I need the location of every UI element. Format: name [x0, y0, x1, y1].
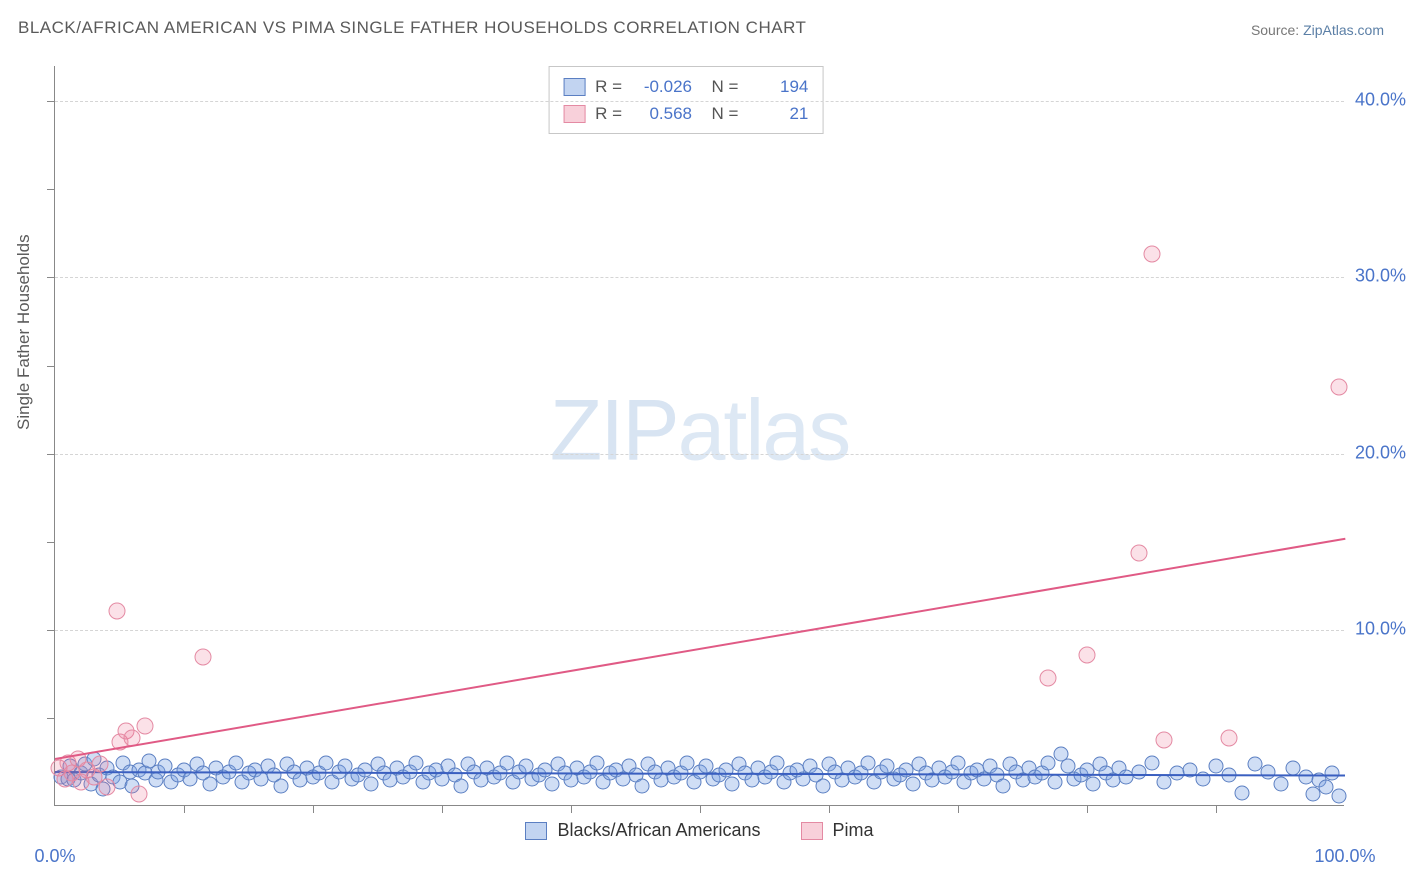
x-tick-label: 100.0%: [1314, 846, 1375, 867]
stat-n-value: 194: [748, 73, 808, 100]
scatter-point: [195, 649, 212, 666]
legend-label: Pima: [833, 820, 874, 841]
scatter-point: [905, 776, 920, 791]
y-tick: [47, 189, 55, 190]
swatch-icon: [563, 78, 585, 96]
scatter-point: [228, 755, 243, 770]
scatter-point: [454, 778, 469, 793]
y-tick: [47, 101, 55, 102]
gridline: [55, 630, 1344, 631]
scatter-point: [108, 603, 125, 620]
scatter-point: [589, 755, 604, 770]
y-axis-title: Single Father Households: [14, 234, 34, 430]
scatter-point: [98, 779, 115, 796]
scatter-point: [1047, 775, 1062, 790]
stats-row-pink: R = 0.568 N = 21: [563, 100, 808, 127]
scatter-point: [1143, 245, 1160, 262]
scatter-point: [634, 778, 649, 793]
stat-r-value: 0.568: [632, 100, 692, 127]
stat-n-value: 21: [748, 100, 808, 127]
legend-item: Pima: [801, 820, 874, 841]
source-attribution: Source: ZipAtlas.com: [1251, 22, 1384, 38]
x-tick-label: 0.0%: [34, 846, 75, 867]
scatter-point: [1041, 755, 1056, 770]
stat-label-r: R =: [595, 100, 622, 127]
scatter-point: [1220, 730, 1237, 747]
swatch-icon: [801, 822, 823, 840]
stat-r-value: -0.026: [632, 73, 692, 100]
gridline: [55, 277, 1344, 278]
x-tick: [313, 805, 314, 813]
scatter-point: [996, 778, 1011, 793]
scatter-point: [1131, 764, 1146, 779]
plot-area: ZIPatlas R = -0.026 N = 194 R = 0.568 N …: [54, 66, 1344, 806]
correlation-stats-box: R = -0.026 N = 194 R = 0.568 N = 21: [548, 66, 823, 134]
watermark-bold: ZIP: [550, 382, 678, 478]
bottom-legend: Blacks/African Americans Pima: [55, 820, 1344, 841]
legend-label: Blacks/African Americans: [557, 820, 760, 841]
stat-label-r: R =: [595, 73, 622, 100]
scatter-point: [1086, 776, 1101, 791]
y-tick-label: 40.0%: [1355, 90, 1406, 111]
scatter-point: [409, 755, 424, 770]
gridline: [55, 101, 1344, 102]
swatch-icon: [525, 822, 547, 840]
x-tick: [1087, 805, 1088, 813]
x-tick: [571, 805, 572, 813]
scatter-point: [130, 786, 147, 803]
stat-label-n: N =: [702, 100, 738, 127]
y-tick-label: 20.0%: [1355, 442, 1406, 463]
scatter-point: [1325, 766, 1340, 781]
watermark: ZIPatlas: [550, 381, 849, 480]
scatter-point: [92, 756, 109, 773]
scatter-point: [137, 717, 154, 734]
source-link[interactable]: ZipAtlas.com: [1303, 22, 1384, 38]
source-label: Source:: [1251, 22, 1299, 38]
scatter-point: [1330, 379, 1347, 396]
scatter-point: [725, 776, 740, 791]
scatter-point: [544, 776, 559, 791]
scatter-point: [1079, 647, 1096, 664]
scatter-point: [1157, 775, 1172, 790]
y-tick: [47, 277, 55, 278]
x-tick: [184, 805, 185, 813]
scatter-point: [1331, 789, 1346, 804]
trend-line: [55, 538, 1345, 760]
x-tick: [1216, 805, 1217, 813]
watermark-thin: atlas: [678, 382, 850, 478]
y-tick: [47, 454, 55, 455]
y-tick-label: 30.0%: [1355, 266, 1406, 287]
scatter-point: [364, 776, 379, 791]
y-tick: [47, 630, 55, 631]
scatter-point: [273, 778, 288, 793]
x-tick: [958, 805, 959, 813]
x-tick: [829, 805, 830, 813]
scatter-point: [1144, 755, 1159, 770]
y-tick: [47, 718, 55, 719]
scatter-point: [770, 755, 785, 770]
y-tick: [47, 542, 55, 543]
x-tick: [442, 805, 443, 813]
stat-label-n: N =: [702, 73, 738, 100]
scatter-point: [1130, 545, 1147, 562]
swatch-icon: [563, 105, 585, 123]
scatter-point: [951, 755, 966, 770]
y-tick: [47, 366, 55, 367]
y-tick-label: 10.0%: [1355, 618, 1406, 639]
gridline: [55, 454, 1344, 455]
scatter-point: [815, 778, 830, 793]
x-tick: [700, 805, 701, 813]
stats-row-blue: R = -0.026 N = 194: [563, 73, 808, 100]
scatter-point: [1156, 731, 1173, 748]
scatter-point: [1040, 670, 1057, 687]
scatter-point: [1260, 764, 1275, 779]
scatter-point: [1273, 776, 1288, 791]
legend-item: Blacks/African Americans: [525, 820, 760, 841]
scatter-point: [1234, 785, 1249, 800]
chart-title: BLACK/AFRICAN AMERICAN VS PIMA SINGLE FA…: [18, 18, 806, 38]
